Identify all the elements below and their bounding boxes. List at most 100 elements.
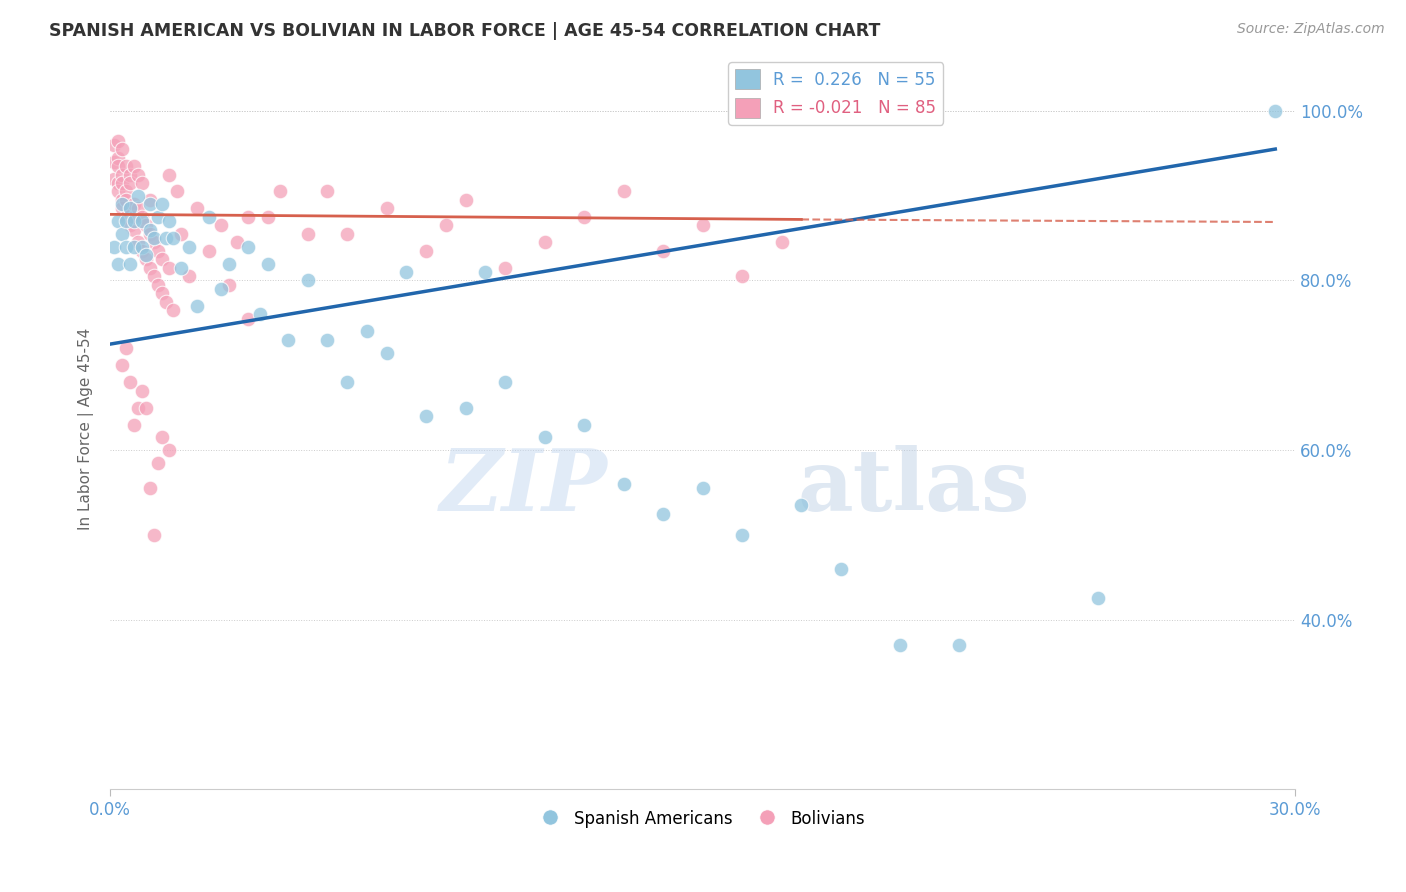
Point (249, 307, 271, 321)
Point (162, 231, 184, 245)
Point (107, 159, 129, 173)
Point (103, 171, 125, 186)
Point (238, 239, 260, 253)
Point (474, 265, 496, 279)
Point (948, 638, 970, 652)
Point (218, 256, 240, 270)
Point (150, 286, 173, 301)
Point (572, 417, 595, 432)
Point (122, 197, 145, 211)
Point (415, 244, 437, 258)
Point (111, 168, 134, 182)
Point (179, 269, 201, 284)
Point (297, 273, 319, 287)
Point (127, 401, 149, 415)
Point (111, 227, 134, 241)
Point (198, 244, 221, 258)
Point (170, 227, 193, 241)
Point (277, 333, 299, 347)
Point (159, 443, 181, 458)
Point (613, 185, 636, 199)
Point (533, 235, 555, 250)
Point (138, 260, 160, 275)
Point (150, 430, 173, 444)
Point (122, 159, 145, 173)
Point (107, 256, 129, 270)
Point (198, 210, 221, 224)
Point (494, 260, 516, 275)
Point (159, 260, 181, 275)
Y-axis label: In Labor Force | Age 45-54: In Labor Force | Age 45-54 (79, 327, 94, 530)
Point (111, 197, 134, 211)
Point (731, 528, 754, 542)
Point (166, 185, 188, 199)
Point (115, 185, 138, 199)
Point (257, 256, 280, 270)
Point (118, 202, 141, 216)
Point (790, 498, 813, 512)
Point (159, 214, 181, 228)
Point (155, 294, 177, 309)
Point (135, 252, 157, 267)
Point (146, 210, 169, 224)
Point (122, 222, 145, 236)
Point (107, 151, 129, 165)
Point (115, 193, 138, 207)
Point (111, 176, 134, 190)
Point (146, 244, 169, 258)
Point (127, 168, 149, 182)
Point (186, 202, 208, 216)
Point (131, 244, 153, 258)
Point (111, 359, 134, 373)
Point (572, 210, 595, 224)
Point (316, 185, 339, 199)
Point (225, 235, 247, 250)
Point (107, 134, 129, 148)
Point (889, 638, 911, 652)
Text: SPANISH AMERICAN VS BOLIVIAN IN LABOR FORCE | AGE 45-54 CORRELATION CHART: SPANISH AMERICAN VS BOLIVIAN IN LABOR FO… (49, 22, 880, 40)
Point (118, 176, 141, 190)
Point (135, 248, 157, 262)
Point (122, 214, 145, 228)
Point (209, 219, 232, 233)
Point (131, 384, 153, 398)
Point (118, 168, 141, 182)
Point (415, 409, 437, 424)
Point (652, 244, 675, 258)
Point (131, 210, 153, 224)
Point (454, 401, 477, 415)
Text: Source: ZipAtlas.com: Source: ZipAtlas.com (1237, 22, 1385, 37)
Point (375, 345, 398, 359)
Point (115, 341, 138, 355)
Point (122, 239, 145, 253)
Point (209, 282, 232, 296)
Point (150, 252, 173, 267)
Legend: Spanish Americans, Bolivians: Spanish Americans, Bolivians (533, 804, 872, 835)
Point (731, 269, 754, 284)
Point (186, 299, 208, 313)
Text: atlas: atlas (797, 444, 1031, 529)
Point (146, 277, 169, 292)
Point (135, 219, 157, 233)
Point (138, 197, 160, 211)
Point (316, 333, 339, 347)
Point (107, 214, 129, 228)
Point (162, 303, 184, 318)
Point (122, 417, 145, 432)
Point (118, 256, 141, 270)
Point (138, 481, 160, 495)
Point (135, 401, 157, 415)
Point (395, 265, 418, 279)
Point (115, 159, 138, 173)
Point (115, 239, 138, 253)
Point (830, 562, 852, 576)
Point (692, 219, 714, 233)
Point (131, 176, 153, 190)
Point (454, 193, 477, 207)
Point (238, 210, 260, 224)
Point (159, 168, 181, 182)
Point (118, 219, 141, 233)
Point (155, 231, 177, 245)
Point (131, 214, 153, 228)
Point (179, 239, 201, 253)
